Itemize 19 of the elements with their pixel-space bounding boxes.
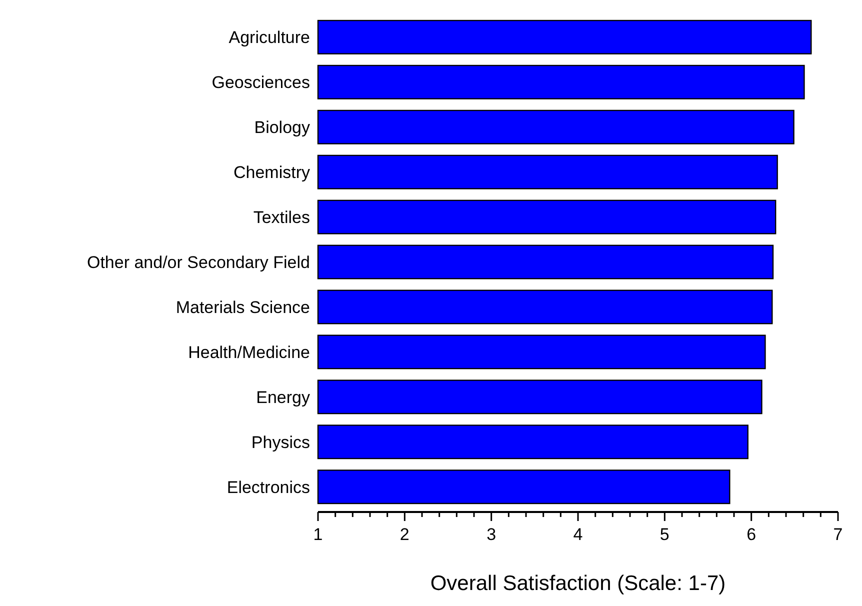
x-tick-label: 1 (313, 525, 323, 544)
y-tick-label: Textiles (253, 208, 310, 227)
x-axis-title: Overall Satisfaction (Scale: 1-7) (430, 572, 726, 595)
x-tick-label: 4 (573, 525, 583, 544)
y-tick-label: Health/Medicine (188, 342, 310, 362)
y-tick-label: Energy (256, 388, 310, 407)
y-tick-label: Biology (254, 118, 310, 138)
x-tick-label: 7 (833, 525, 843, 544)
y-tick-label: Physics (251, 432, 310, 452)
y-tick-label: Chemistry (233, 163, 310, 182)
y-tick-label: Other and/or Secondary Field (86, 252, 310, 272)
x-tick-label: 6 (746, 525, 756, 544)
y-tick-label: Geosciences (212, 73, 310, 92)
x-tick-label: 5 (660, 525, 670, 544)
x-tick-label: 3 (486, 525, 496, 544)
y-tick-label: Agriculture (228, 28, 310, 48)
y-tick-label: Materials Science (176, 298, 310, 317)
y-tick-label: Electronics (226, 478, 310, 497)
x-tick-label: 2 (400, 525, 410, 544)
